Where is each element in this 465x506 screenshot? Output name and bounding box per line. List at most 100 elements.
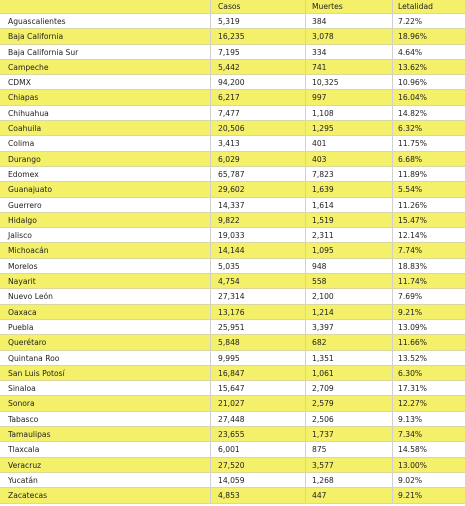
- state-name: San Luis Potosí: [8, 368, 65, 378]
- table-cell: 9,995: [218, 353, 240, 363]
- column-separator: [210, 411, 211, 427]
- state-name: Jalisco: [8, 231, 32, 241]
- column-separator: [392, 197, 393, 212]
- column-separator: [210, 121, 211, 136]
- table-row: Edomex 65,787 7,823 11.89%: [0, 166, 465, 183]
- column-separator: [392, 304, 393, 319]
- column-separator: [392, 488, 393, 503]
- state-name: Oaxaca: [8, 307, 37, 317]
- state-name: Sonora: [8, 399, 35, 409]
- table-row: Nuevo León 27,314 2,100 7.69%: [0, 289, 465, 305]
- table-cell: 18.96%: [398, 32, 427, 42]
- state-name: Guanajuato: [8, 185, 53, 195]
- table-cell: 13.52%: [398, 353, 427, 363]
- table-cell: 2,311: [312, 231, 334, 241]
- table-cell: 334: [312, 47, 327, 57]
- table-cell: 7.34%: [398, 430, 423, 440]
- column-separator: [305, 75, 306, 90]
- table-row: Tlaxcala 6,001 875 14.58%: [0, 442, 465, 458]
- table-cell: 1,214: [312, 307, 334, 317]
- column-separator: [210, 90, 211, 105]
- table-cell: 17.31%: [398, 384, 427, 394]
- column-separator: [392, 457, 393, 472]
- state-name: Sinaloa: [8, 384, 36, 394]
- table-cell: 25,951: [218, 322, 245, 332]
- state-name: Veracruz: [8, 460, 42, 470]
- column-separator: [210, 228, 211, 243]
- column-separator: [305, 136, 306, 151]
- column-separator: [305, 381, 306, 396]
- column-separator: [210, 472, 211, 488]
- column-separator: [210, 335, 211, 350]
- column-separator: [305, 197, 306, 212]
- column-separator: [392, 365, 393, 381]
- column-separator: [305, 243, 306, 258]
- table-row: Tamaulipas 23,655 1,737 7.34%: [0, 427, 465, 443]
- column-header: Letalidad: [398, 2, 433, 11]
- table-cell: 27,520: [218, 460, 245, 470]
- state-name: Campeche: [8, 62, 49, 72]
- table-cell: 11.75%: [398, 139, 427, 149]
- column-separator: [392, 289, 393, 304]
- column-separator: [392, 59, 393, 75]
- table-row: Durango 6,029 403 6.68%: [0, 151, 465, 167]
- column-separator: [305, 14, 306, 29]
- table-row: Coahuila 20,506 1,295 6.32%: [0, 121, 465, 137]
- table-cell: 94,200: [218, 78, 245, 88]
- state-name: Guerrero: [8, 200, 42, 210]
- table-cell: 11.89%: [398, 169, 427, 179]
- column-separator: [210, 197, 211, 212]
- table-cell: 14.82%: [398, 108, 427, 118]
- table-cell: 7,195: [218, 47, 240, 57]
- table-cell: 13.09%: [398, 322, 427, 332]
- state-name: Tlaxcala: [8, 445, 40, 455]
- column-separator: [305, 274, 306, 289]
- column-separator: [210, 182, 211, 197]
- table-cell: 11.26%: [398, 200, 427, 210]
- table-cell: 12.14%: [398, 231, 427, 241]
- table-row: Hidalgo 9,822 1,519 15.47%: [0, 212, 465, 229]
- column-separator: [210, 75, 211, 90]
- table-cell: 16,847: [218, 368, 245, 378]
- column-separator: [305, 212, 306, 228]
- column-separator: [210, 212, 211, 228]
- column-separator: [210, 0, 211, 13]
- table-cell: 6,217: [218, 93, 240, 103]
- column-separator: [392, 29, 393, 44]
- column-separator: [305, 350, 306, 365]
- column-separator: [305, 182, 306, 197]
- table-row: Yucatán 14,059 1,268 9.02%: [0, 472, 465, 489]
- table-cell: 6.32%: [398, 124, 423, 134]
- table-row: Querétaro 5,848 682 11.66%: [0, 335, 465, 351]
- table-cell: 1,061: [312, 368, 334, 378]
- column-separator: [392, 472, 393, 488]
- column-separator: [392, 90, 393, 105]
- column-separator: [305, 121, 306, 136]
- column-separator: [210, 427, 211, 442]
- table-cell: 7,477: [218, 108, 240, 118]
- table-cell: 1,351: [312, 353, 334, 363]
- table-cell: 12.27%: [398, 399, 427, 409]
- table-cell: 3,078: [312, 32, 334, 42]
- state-name: CDMX: [8, 78, 31, 88]
- column-separator: [305, 59, 306, 75]
- column-separator: [392, 212, 393, 228]
- table-cell: 1,639: [312, 185, 334, 195]
- table-row: Sonora 21,027 2,579 12.27%: [0, 396, 465, 412]
- header-row: Casos Muertes Letalidad: [0, 0, 465, 14]
- state-name: Michoacán: [8, 246, 49, 256]
- column-separator: [305, 442, 306, 457]
- table-row: Colima 3,413 401 11.75%: [0, 136, 465, 152]
- table-cell: 9.21%: [398, 491, 423, 501]
- state-name: Durango: [8, 154, 41, 164]
- table-cell: 65,787: [218, 169, 245, 179]
- table-cell: 21,027: [218, 399, 245, 409]
- table-cell: 5,442: [218, 62, 240, 72]
- column-separator: [392, 243, 393, 258]
- column-separator: [210, 105, 211, 121]
- column-separator: [392, 335, 393, 350]
- column-separator: [305, 411, 306, 427]
- table-cell: 16.04%: [398, 93, 427, 103]
- table-row: San Luis Potosí 16,847 1,061 6.30%: [0, 365, 465, 382]
- table-cell: 1,737: [312, 430, 334, 440]
